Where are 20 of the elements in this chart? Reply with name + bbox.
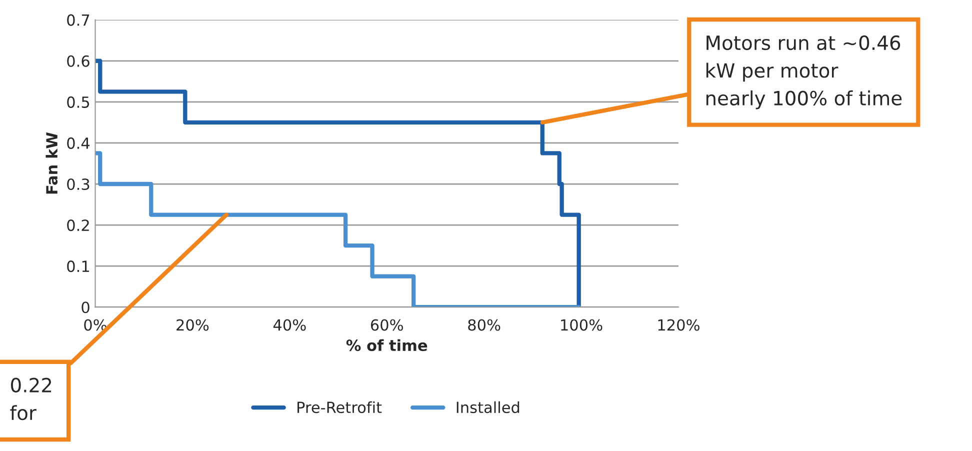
y-tick-label: 0.1: [67, 260, 89, 272]
annotation: 0.22 for: [10, 378, 52, 420]
x-axis-title: % of time: [346, 339, 428, 352]
legend-label: Pre-Retrofit: [298, 401, 382, 414]
x-tick-label: 40%: [273, 319, 306, 331]
x-tick-label: 120%: [658, 319, 700, 331]
y-tick-label: 0.5: [67, 96, 90, 108]
y-tick-label: 0.2: [67, 220, 89, 232]
y-tick-label: 0.7: [67, 14, 90, 26]
x-tick-label: 20%: [176, 319, 209, 331]
annotation: Motors run at ~0.46 kW per motor nearly 100% of time: [706, 35, 902, 110]
x-tick-label: 60%: [370, 319, 403, 331]
y-tick-label: 0.3: [67, 178, 90, 190]
y-tick-label: 0.6: [67, 55, 90, 67]
y-tick-label: 0: [82, 302, 90, 314]
y-axis-title: Fan kW: [46, 132, 58, 194]
y-tick-label: 0.4: [67, 137, 90, 149]
x-tick-label: 80%: [468, 319, 500, 331]
x-tick-label: 100%: [561, 319, 602, 331]
legend-label: Installed: [456, 401, 520, 414]
